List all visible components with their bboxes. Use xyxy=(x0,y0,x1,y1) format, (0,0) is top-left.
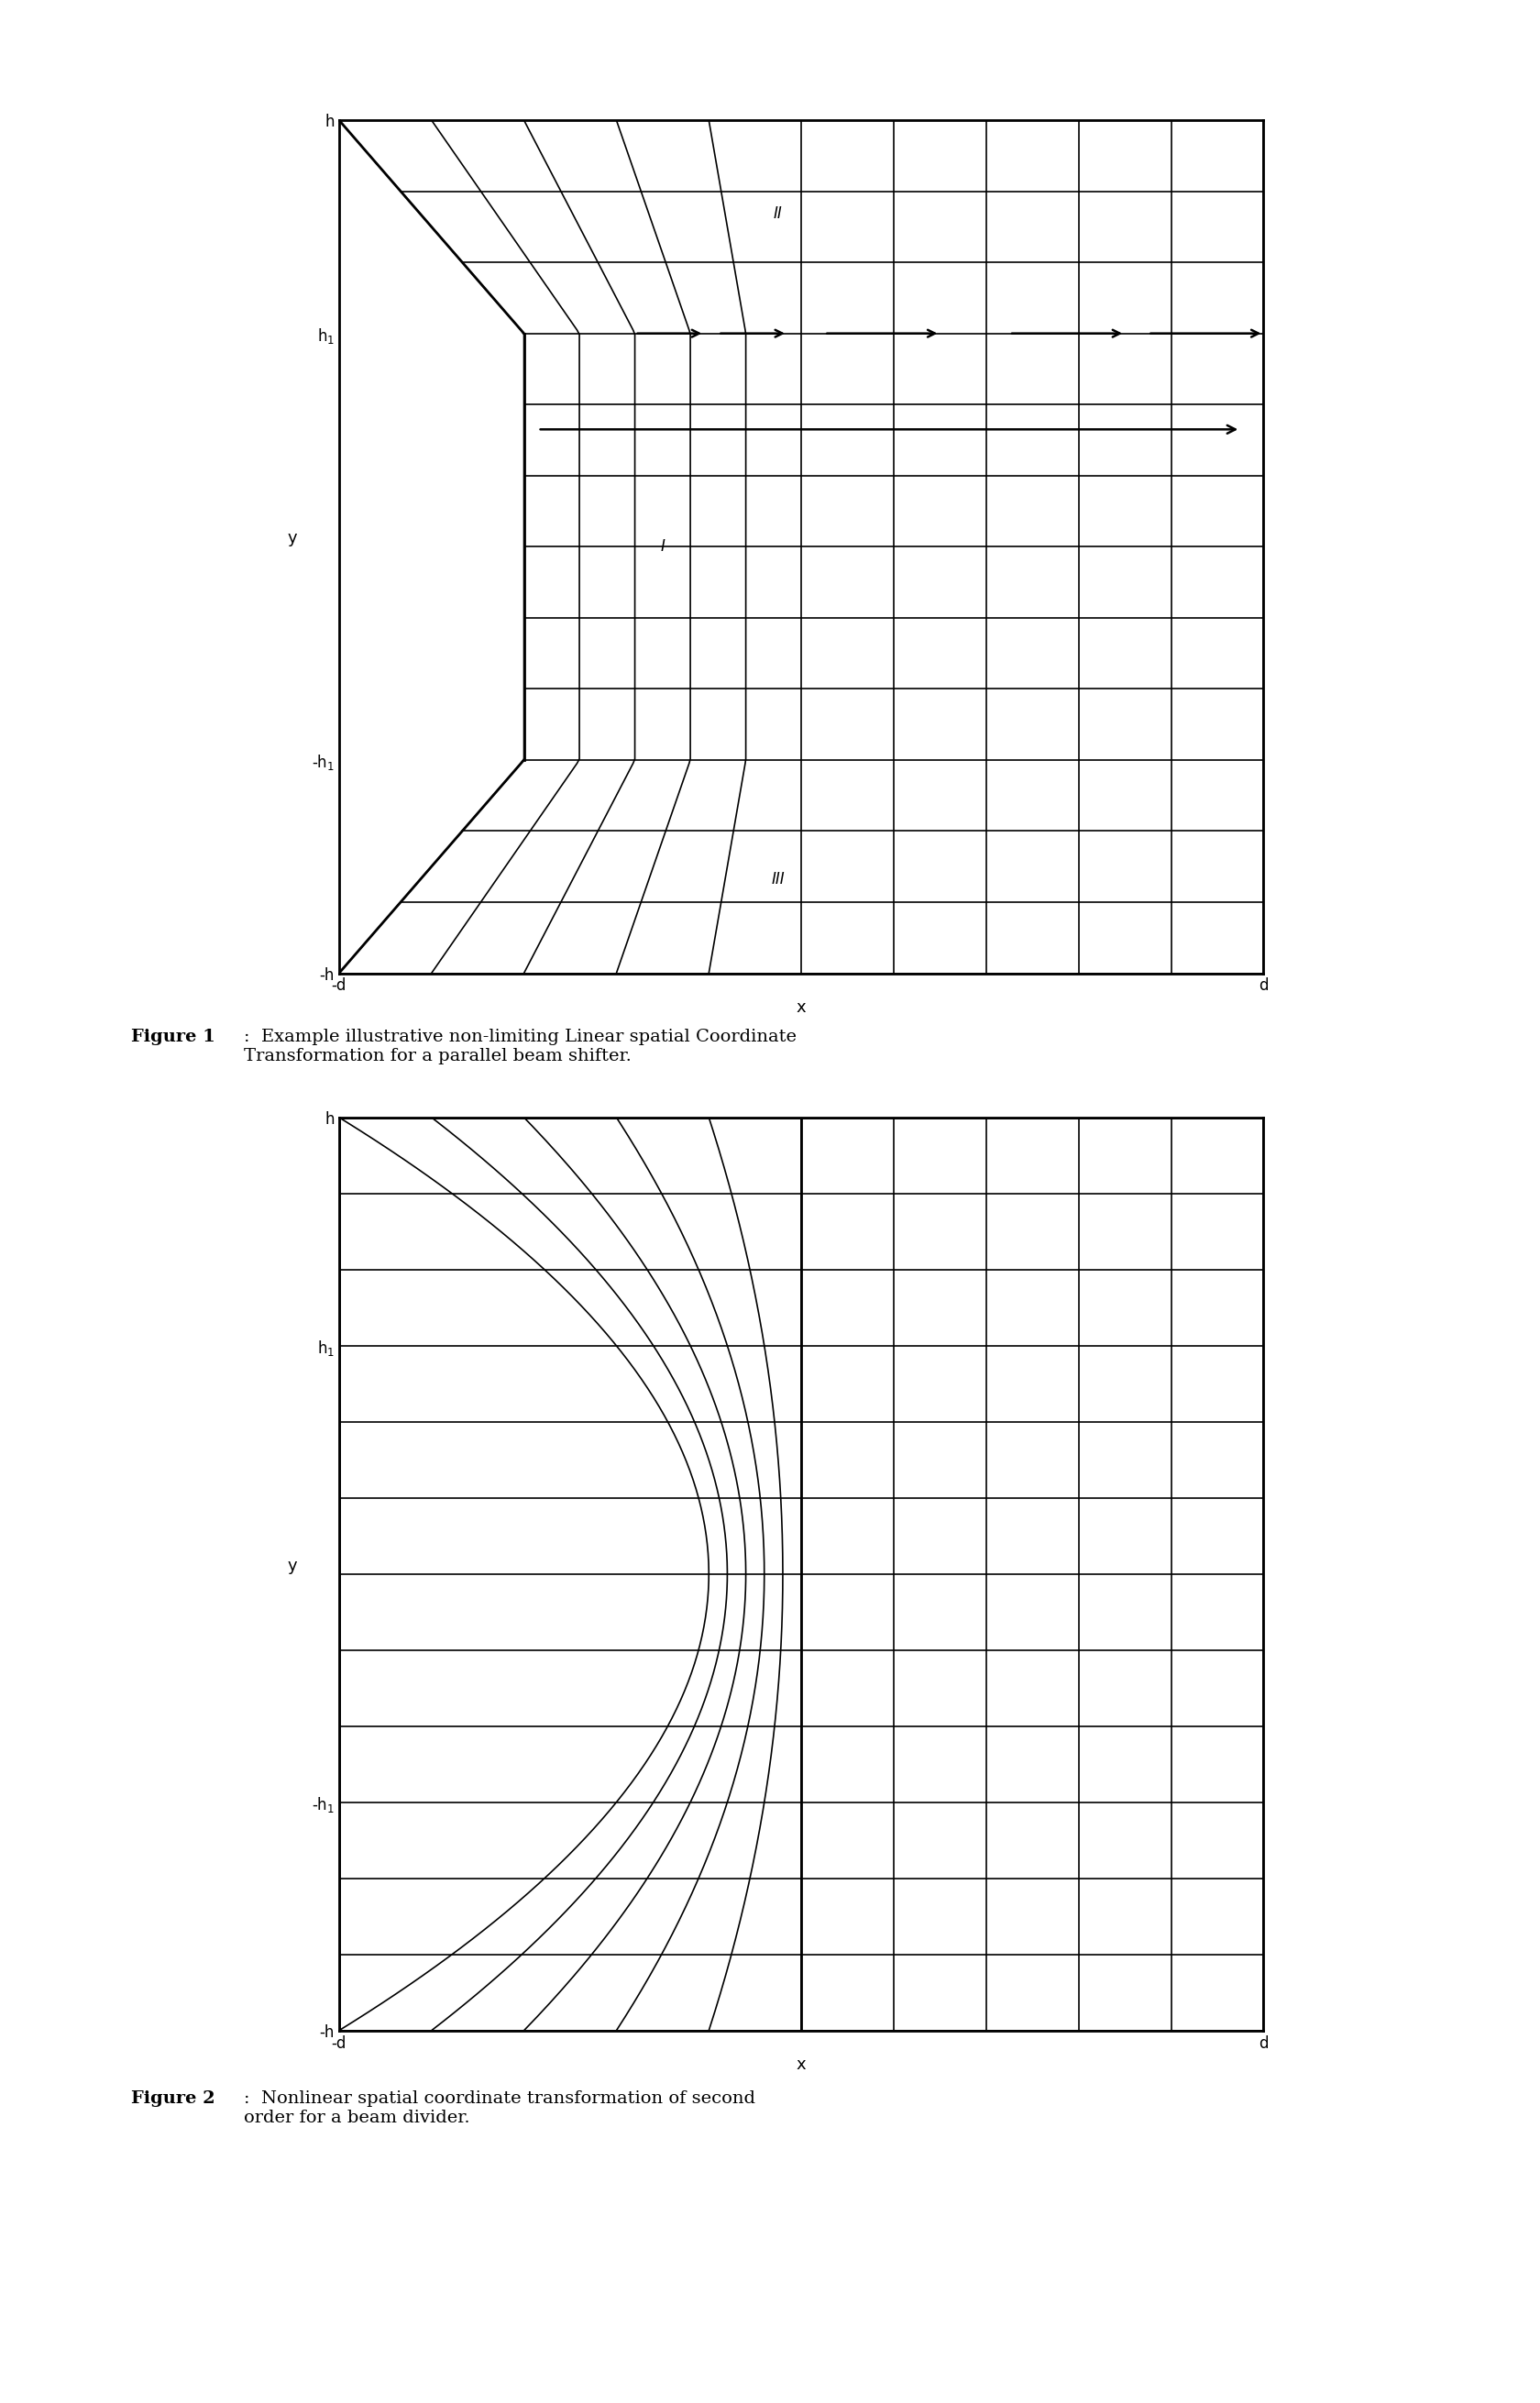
X-axis label: x: x xyxy=(796,2057,805,2074)
Text: :  Nonlinear spatial coordinate transformation of second
order for a beam divide: : Nonlinear spatial coordinate transform… xyxy=(243,2091,755,2127)
Text: III: III xyxy=(772,872,784,887)
X-axis label: x: x xyxy=(796,1000,805,1016)
Y-axis label: y: y xyxy=(288,531,297,548)
Text: I: I xyxy=(661,538,664,555)
Text: Figure 1: Figure 1 xyxy=(131,1028,216,1045)
Text: II: II xyxy=(773,207,782,221)
Y-axis label: y: y xyxy=(288,1557,297,1574)
Text: Figure 2: Figure 2 xyxy=(131,2091,216,2107)
Text: :  Example illustrative non-limiting Linear spatial Coordinate
Transformation fo: : Example illustrative non-limiting Line… xyxy=(243,1028,796,1065)
